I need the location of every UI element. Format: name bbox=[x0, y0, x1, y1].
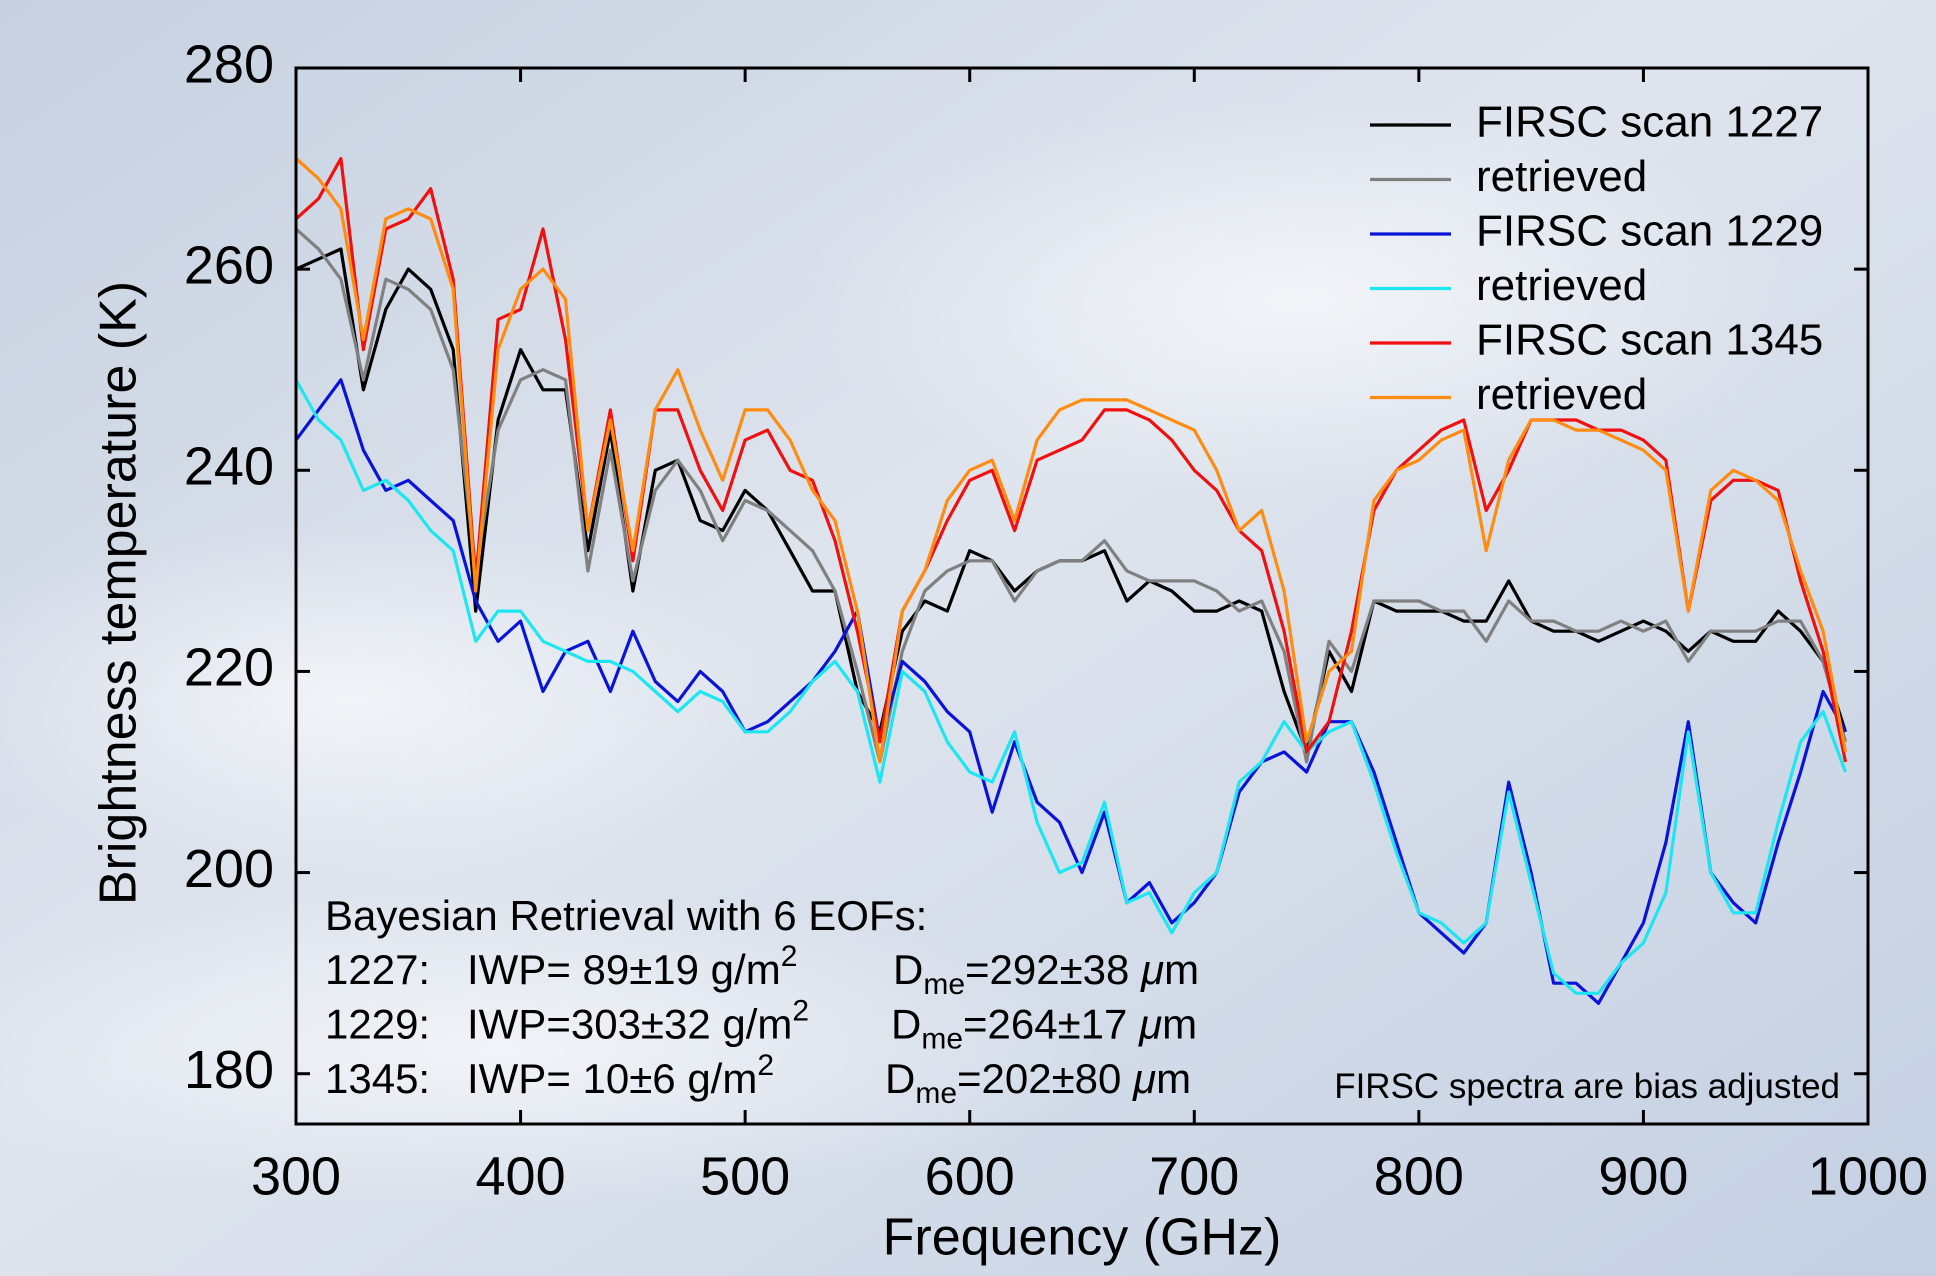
x-tick-label: 900 bbox=[1598, 1146, 1688, 1206]
annotation-iwp: IWP= 10±6 g/m2 bbox=[467, 1049, 774, 1102]
mu-symbol: μ bbox=[1132, 1055, 1156, 1102]
annotation-scan: 1345: bbox=[325, 1055, 430, 1102]
plot: 180 200 220 240 260 280 300 400 500 600 700 800 900 1… bbox=[184, 34, 1928, 1206]
annotation-dme: Dme=264±17 μm bbox=[891, 1001, 1197, 1056]
annotation-dme: Dme=202±80 μm bbox=[885, 1055, 1191, 1110]
mu-symbol: μ bbox=[1140, 946, 1164, 993]
x-tick-label: 1000 bbox=[1808, 1146, 1928, 1206]
cloud bbox=[800, 100, 1800, 500]
legend-label: FIRSC scan 1227 bbox=[1476, 98, 1823, 147]
iwp-text: IWP= 10±6 g/m bbox=[467, 1055, 757, 1102]
y-tick-label: 280 bbox=[184, 34, 274, 94]
iwp-text: IWP=303±32 g/m bbox=[467, 1001, 792, 1048]
dme-value: =292±38 bbox=[965, 946, 1141, 993]
dme-subscript: me bbox=[921, 1023, 963, 1056]
x-tick-label: 600 bbox=[925, 1146, 1015, 1206]
iwp-exponent: 2 bbox=[792, 995, 809, 1028]
annotation-scan: 1229: bbox=[325, 1001, 430, 1048]
dme-symbol: D bbox=[885, 1055, 915, 1102]
x-tick-label: 500 bbox=[700, 1146, 790, 1206]
dme-value: =264±17 bbox=[963, 1001, 1139, 1048]
x-tick-label: 300 bbox=[251, 1146, 341, 1206]
iwp-exponent: 2 bbox=[757, 1049, 774, 1082]
y-axis-label: Brightness temperature (K) bbox=[90, 281, 148, 905]
x-tick-label: 400 bbox=[476, 1146, 566, 1206]
plot-frame bbox=[294, 66, 1870, 1126]
annotation-header: Bayesian Retrieval with 6 EOFs: bbox=[325, 892, 927, 939]
series-line bbox=[294, 157, 1848, 764]
dme-value: =202±80 bbox=[957, 1055, 1133, 1102]
y-tick-label: 220 bbox=[184, 638, 274, 698]
cloud bbox=[0, 890, 1100, 1210]
x-axis-label: Frequency (GHz) bbox=[883, 1209, 1282, 1267]
dme-symbol: D bbox=[891, 1001, 921, 1048]
annotation-dme: Dme=292±38 μm bbox=[893, 946, 1199, 1001]
unit: m bbox=[1162, 1001, 1197, 1048]
mu-symbol: μ bbox=[1138, 1001, 1162, 1048]
unit: m bbox=[1156, 1055, 1191, 1102]
annotation-scan: 1227: bbox=[325, 946, 430, 993]
dme-subscript: me bbox=[915, 1077, 957, 1110]
legend-label: retrieved bbox=[1476, 261, 1647, 310]
legend-label: FIRSC scan 1229 bbox=[1476, 207, 1823, 256]
iwp-text: IWP= 89±19 g/m bbox=[467, 946, 781, 993]
annotation-iwp: IWP= 89±19 g/m2 bbox=[467, 940, 797, 993]
unit: m bbox=[1164, 946, 1199, 993]
y-tick-label: 240 bbox=[184, 437, 274, 497]
dme-subscript: me bbox=[923, 968, 965, 1001]
x-tick-label: 800 bbox=[1374, 1146, 1464, 1206]
legend-label: FIRSC scan 1345 bbox=[1476, 316, 1823, 365]
annotation-iwp: IWP=303±32 g/m2 bbox=[467, 995, 809, 1048]
iwp-exponent: 2 bbox=[781, 940, 798, 973]
series-line bbox=[294, 227, 1848, 764]
y-tick-label: 260 bbox=[184, 235, 274, 295]
cloud bbox=[0, 520, 770, 880]
y-tick-label: 180 bbox=[184, 1040, 274, 1100]
legend-label: retrieved bbox=[1476, 370, 1647, 419]
series-line bbox=[294, 379, 1847, 995]
legend-label: retrieved bbox=[1476, 152, 1647, 201]
annotation-note: FIRSC spectra are bias adjusted bbox=[1334, 1067, 1840, 1106]
dme-symbol: D bbox=[893, 946, 923, 993]
y-tick-label: 200 bbox=[184, 839, 274, 899]
x-tick-label: 700 bbox=[1149, 1146, 1239, 1206]
